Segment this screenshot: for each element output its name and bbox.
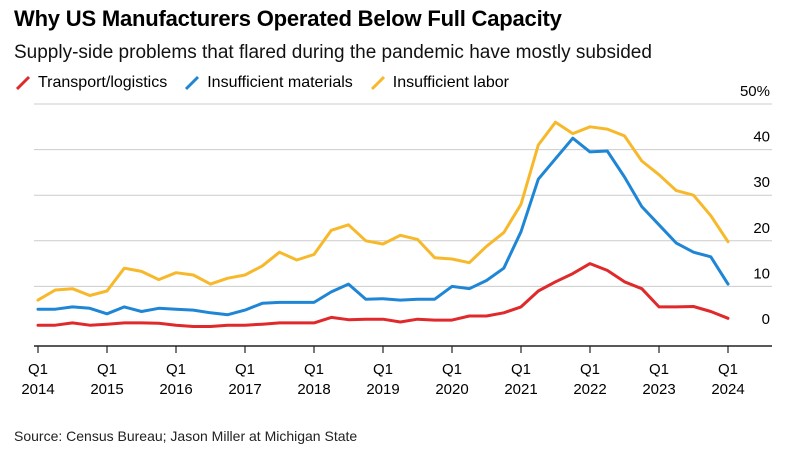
- x-tick-label-quarter: Q1: [28, 361, 48, 378]
- legend-swatch-materials: [185, 75, 200, 91]
- legend-swatch-transport: [15, 75, 31, 91]
- x-tick-label-quarter: Q1: [442, 361, 462, 378]
- y-tick-label: 0: [762, 311, 770, 328]
- x-tick-label-quarter: Q1: [304, 361, 324, 378]
- x-tick-label-quarter: Q1: [580, 361, 600, 378]
- y-tick-label: 20: [753, 220, 770, 237]
- legend-item-materials: Insufficient materials: [183, 74, 353, 92]
- x-tick-label-year: 2023: [642, 381, 675, 398]
- x-tick-label-year: 2022: [573, 381, 606, 398]
- x-tick-label-quarter: Q1: [649, 361, 669, 378]
- x-tick-label-year: 2024: [711, 381, 744, 398]
- chart-title: Why US Manufacturers Operated Below Full…: [14, 6, 562, 31]
- legend-label-materials: Insufficient materials: [207, 74, 353, 91]
- x-tick-label-quarter: Q1: [718, 361, 738, 378]
- x-tick-label-year: 2019: [366, 381, 399, 398]
- y-tick-label: 10: [753, 265, 770, 282]
- x-tick-label-year: 2018: [297, 381, 330, 398]
- chart-subtitle: Supply-side problems that flared during …: [14, 42, 652, 63]
- x-tick-label-quarter: Q1: [97, 361, 117, 378]
- source-note: Source: Census Bureau; Jason Miller at M…: [14, 428, 358, 444]
- x-tick-label-year: 2020: [435, 381, 468, 398]
- series-line-materials: [36, 136, 730, 317]
- x-tick-label-year: 2015: [90, 381, 123, 398]
- x-tick-label-quarter: Q1: [235, 361, 255, 378]
- legend-item-transport: Transport/logistics: [14, 74, 167, 92]
- legend-item-labor: Insufficient labor: [369, 74, 509, 92]
- legend-label-transport: Transport/logistics: [38, 74, 168, 91]
- x-tick-label-year: 2021: [504, 381, 537, 398]
- series-line-transport: [36, 262, 730, 328]
- x-tick-label-quarter: Q1: [373, 361, 393, 378]
- x-tick-label-year: 2016: [159, 381, 192, 398]
- y-tick-label: 40: [753, 129, 770, 146]
- legend-swatch-labor: [370, 75, 385, 91]
- x-tick-label-year: 2014: [21, 381, 54, 398]
- series-line-labor: [36, 120, 730, 302]
- y-tick-label: 50%: [740, 83, 770, 100]
- x-tick-label-quarter: Q1: [511, 361, 531, 378]
- legend-label-labor: Insufficient labor: [392, 74, 509, 91]
- legend: Transport/logistics Insufficient materia…: [14, 74, 509, 92]
- y-tick-label: 30: [753, 174, 770, 191]
- x-tick-label-quarter: Q1: [166, 361, 186, 378]
- x-tick-label-year: 2017: [228, 381, 261, 398]
